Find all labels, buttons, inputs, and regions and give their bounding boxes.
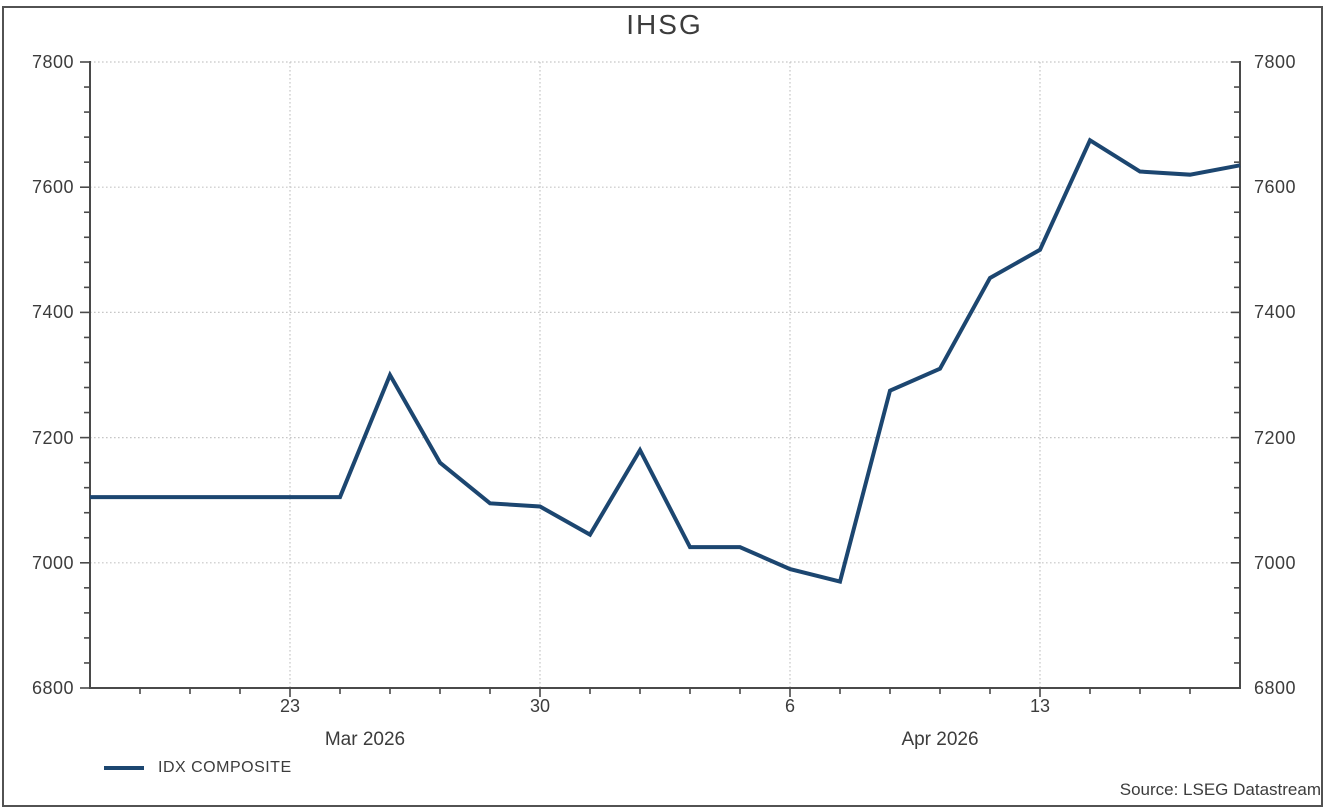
chart-outer-border [2, 6, 1323, 807]
legend-line-swatch [104, 766, 144, 770]
y-axis-label: 7600 [31, 177, 74, 198]
y-axis-label: 6800 [1254, 678, 1297, 698]
y-axis-label: 7800 [1254, 52, 1297, 72]
x-axis-tick-label: 6 [784, 696, 796, 716]
x-axis-tick-label: 30 [529, 696, 551, 716]
y-axis-label: 7000 [31, 552, 74, 573]
source-credit: Source: LSEG Datastream [1119, 780, 1321, 799]
y-axis-label: 7400 [31, 302, 74, 323]
y-axis-label: 7200 [1254, 427, 1297, 448]
series-line-idx-composite [90, 137, 1241, 585]
y-axis-label: 7400 [1254, 302, 1297, 323]
x-axis-tick-label: 13 [1029, 696, 1051, 716]
legend-series-label: IDX COMPOSITE [158, 759, 292, 776]
x-axis-month-label: Mar 2026 [324, 729, 406, 750]
y-axis-label: 7800 [31, 52, 74, 72]
chart-title: IHSG [626, 9, 703, 40]
y-axis-label: 7200 [31, 427, 74, 448]
y-axis-label: 7600 [1254, 177, 1297, 198]
legend: IDX COMPOSITE [104, 758, 292, 778]
y-axis-label: 6800 [31, 678, 74, 698]
y-axis-label: 7000 [1254, 552, 1297, 573]
x-axis-month-label: Apr 2026 [901, 729, 979, 750]
x-axis-tick-label: 23 [279, 696, 301, 716]
